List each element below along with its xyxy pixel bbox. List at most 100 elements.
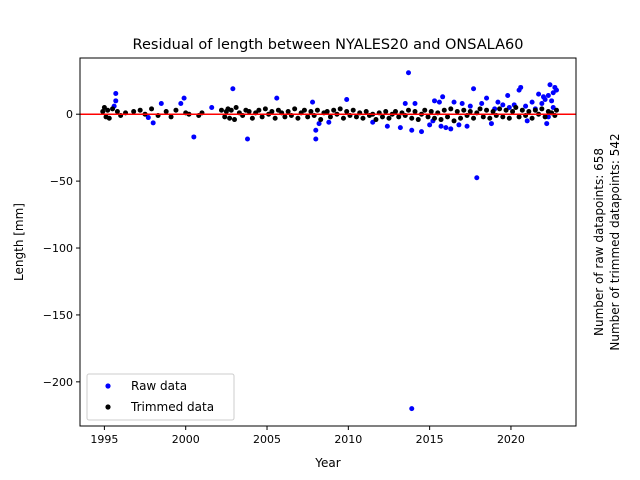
trimmed-data-point bbox=[553, 107, 559, 113]
raw-data-point bbox=[459, 100, 465, 106]
trimmed-data-point bbox=[106, 115, 112, 121]
trimmed-data-point bbox=[373, 117, 379, 123]
trimmed-data-point bbox=[519, 107, 525, 113]
raw-data-point bbox=[464, 123, 470, 129]
raw-data-point bbox=[536, 91, 542, 97]
x-tick-label: 2010 bbox=[334, 433, 362, 446]
raw-data-point bbox=[274, 95, 280, 101]
trimmed-data-points bbox=[100, 105, 559, 124]
trimmed-data-point bbox=[448, 106, 454, 112]
trimmed-data-point bbox=[438, 117, 444, 123]
trimmed-data-point bbox=[409, 115, 415, 121]
trimmed-data-point bbox=[256, 107, 262, 113]
trimmed-data-point bbox=[262, 106, 268, 112]
trimmed-data-point bbox=[231, 117, 237, 123]
trimmed-data-point bbox=[305, 114, 311, 120]
chart-title: Residual of length between NYALES20 and … bbox=[133, 37, 524, 53]
y-tick-label: −200 bbox=[43, 376, 73, 389]
legend-label-trimmed: Trimmed data bbox=[130, 400, 214, 414]
trimmed-data-point bbox=[344, 109, 350, 115]
trimmed-data-point bbox=[542, 114, 548, 120]
trimmed-data-point bbox=[379, 114, 385, 120]
trimmed-data-point bbox=[227, 115, 233, 121]
raw-data-point bbox=[500, 102, 506, 108]
trimmed-data-point bbox=[337, 106, 343, 112]
trimmed-data-point bbox=[282, 114, 288, 120]
raw-data-point bbox=[524, 118, 530, 124]
raw-data-point bbox=[150, 120, 156, 126]
raw-data-point bbox=[443, 125, 449, 131]
raw-data-point bbox=[326, 119, 332, 125]
trimmed-data-point bbox=[445, 114, 451, 120]
raw-data-point bbox=[432, 98, 438, 104]
raw-data-point bbox=[409, 406, 415, 412]
x-axis-label: Year bbox=[314, 456, 340, 470]
trimmed-data-point bbox=[292, 106, 298, 112]
trimmed-data-point bbox=[500, 114, 506, 120]
raw-data-point bbox=[427, 122, 433, 128]
trimmed-data-point bbox=[269, 109, 275, 115]
trimmed-data-point bbox=[526, 109, 532, 115]
trimmed-data-point bbox=[467, 109, 473, 115]
trimmed-data-point bbox=[415, 117, 421, 123]
trimmed-data-point bbox=[412, 109, 418, 115]
trimmed-data-point bbox=[432, 115, 438, 121]
trimmed-data-point bbox=[477, 106, 483, 112]
raw-data-point bbox=[245, 136, 251, 142]
trimmed-data-point bbox=[272, 115, 278, 121]
x-tick-label: 2015 bbox=[416, 433, 444, 446]
plot-frame bbox=[79, 57, 577, 427]
trimmed-data-point bbox=[246, 109, 252, 115]
raw-data-point bbox=[384, 123, 390, 129]
trimmed-data-point bbox=[259, 114, 265, 120]
raw-data-point bbox=[467, 103, 473, 109]
trimmed-data-point bbox=[516, 114, 522, 120]
raw-data-point bbox=[456, 122, 462, 128]
x-tick-label: 2005 bbox=[253, 433, 281, 446]
trimmed-data-point bbox=[405, 107, 411, 113]
trimmed-data-point bbox=[396, 114, 402, 120]
trimmed-data-point bbox=[168, 114, 174, 120]
trimmed-data-point bbox=[314, 107, 320, 113]
raw-data-point bbox=[523, 103, 529, 109]
raw-datapoints-count: Number of raw datapoints: 658 bbox=[592, 148, 606, 336]
raw-data-point bbox=[113, 90, 119, 96]
legend-marker-trimmed bbox=[105, 404, 111, 410]
trimmed-data-point bbox=[285, 109, 291, 115]
trimmed-data-point bbox=[228, 107, 234, 113]
y-tick-label: −150 bbox=[43, 309, 73, 322]
raw-data-point bbox=[542, 96, 548, 102]
raw-data-point bbox=[316, 121, 322, 127]
raw-data-point bbox=[402, 100, 408, 106]
raw-data-point bbox=[440, 94, 446, 100]
trimmed-data-point bbox=[105, 107, 111, 113]
trimmed-data-point bbox=[428, 109, 434, 115]
raw-data-point bbox=[181, 95, 187, 101]
raw-data-point bbox=[209, 105, 215, 111]
trimmed-data-point bbox=[539, 106, 545, 112]
raw-data-point bbox=[539, 100, 545, 106]
trimmed-data-point bbox=[110, 106, 116, 112]
trimmed-data-point bbox=[301, 107, 307, 113]
trimmed-data-point bbox=[218, 107, 224, 113]
trimmed-data-point bbox=[327, 114, 333, 120]
raw-data-point bbox=[474, 175, 480, 181]
trimmed-data-point bbox=[454, 109, 460, 115]
trimmed-data-point bbox=[100, 109, 106, 115]
raw-data-point bbox=[549, 98, 555, 104]
trimmed-data-point bbox=[137, 107, 143, 113]
trimmed-data-point bbox=[506, 115, 512, 121]
raw-data-point bbox=[488, 121, 494, 127]
trimmed-data-point bbox=[386, 115, 392, 121]
x-tick-label: 1995 bbox=[90, 433, 118, 446]
x-tick-label: 2020 bbox=[497, 433, 525, 446]
trimmed-data-point bbox=[422, 107, 428, 113]
raw-data-point bbox=[438, 123, 444, 129]
trimmed-data-point bbox=[441, 107, 447, 113]
raw-data-point bbox=[344, 96, 350, 102]
raw-data-point bbox=[419, 129, 425, 135]
trimmed-data-point bbox=[233, 105, 239, 111]
trimmed-data-point bbox=[331, 107, 337, 113]
trimmed-data-point bbox=[163, 109, 169, 115]
trimmed-data-point bbox=[308, 109, 314, 115]
